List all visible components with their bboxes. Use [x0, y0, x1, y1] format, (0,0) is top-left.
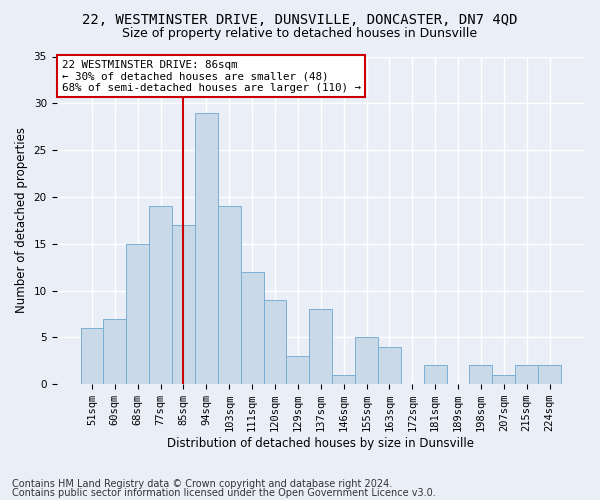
Text: Contains public sector information licensed under the Open Government Licence v3: Contains public sector information licen… [12, 488, 436, 498]
Bar [218, 206, 241, 384]
Y-axis label: Number of detached properties: Number of detached properties [15, 128, 28, 314]
Bar [424, 366, 446, 384]
Bar [127, 244, 149, 384]
Bar [355, 338, 378, 384]
Bar [286, 356, 310, 384]
Bar [103, 318, 127, 384]
Text: 22 WESTMINSTER DRIVE: 86sqm
← 30% of detached houses are smaller (48)
68% of sem: 22 WESTMINSTER DRIVE: 86sqm ← 30% of det… [62, 60, 361, 93]
Bar [80, 328, 103, 384]
Bar [195, 112, 218, 384]
Text: Size of property relative to detached houses in Dunsville: Size of property relative to detached ho… [122, 28, 478, 40]
Bar [172, 225, 195, 384]
Bar [493, 375, 515, 384]
Bar [538, 366, 561, 384]
Text: 22, WESTMINSTER DRIVE, DUNSVILLE, DONCASTER, DN7 4QD: 22, WESTMINSTER DRIVE, DUNSVILLE, DONCAS… [82, 12, 518, 26]
Bar [378, 347, 401, 384]
Bar [310, 310, 332, 384]
Bar [149, 206, 172, 384]
X-axis label: Distribution of detached houses by size in Dunsville: Distribution of detached houses by size … [167, 437, 474, 450]
Text: Contains HM Land Registry data © Crown copyright and database right 2024.: Contains HM Land Registry data © Crown c… [12, 479, 392, 489]
Bar [263, 300, 286, 384]
Bar [515, 366, 538, 384]
Bar [332, 375, 355, 384]
Bar [241, 272, 263, 384]
Bar [469, 366, 493, 384]
